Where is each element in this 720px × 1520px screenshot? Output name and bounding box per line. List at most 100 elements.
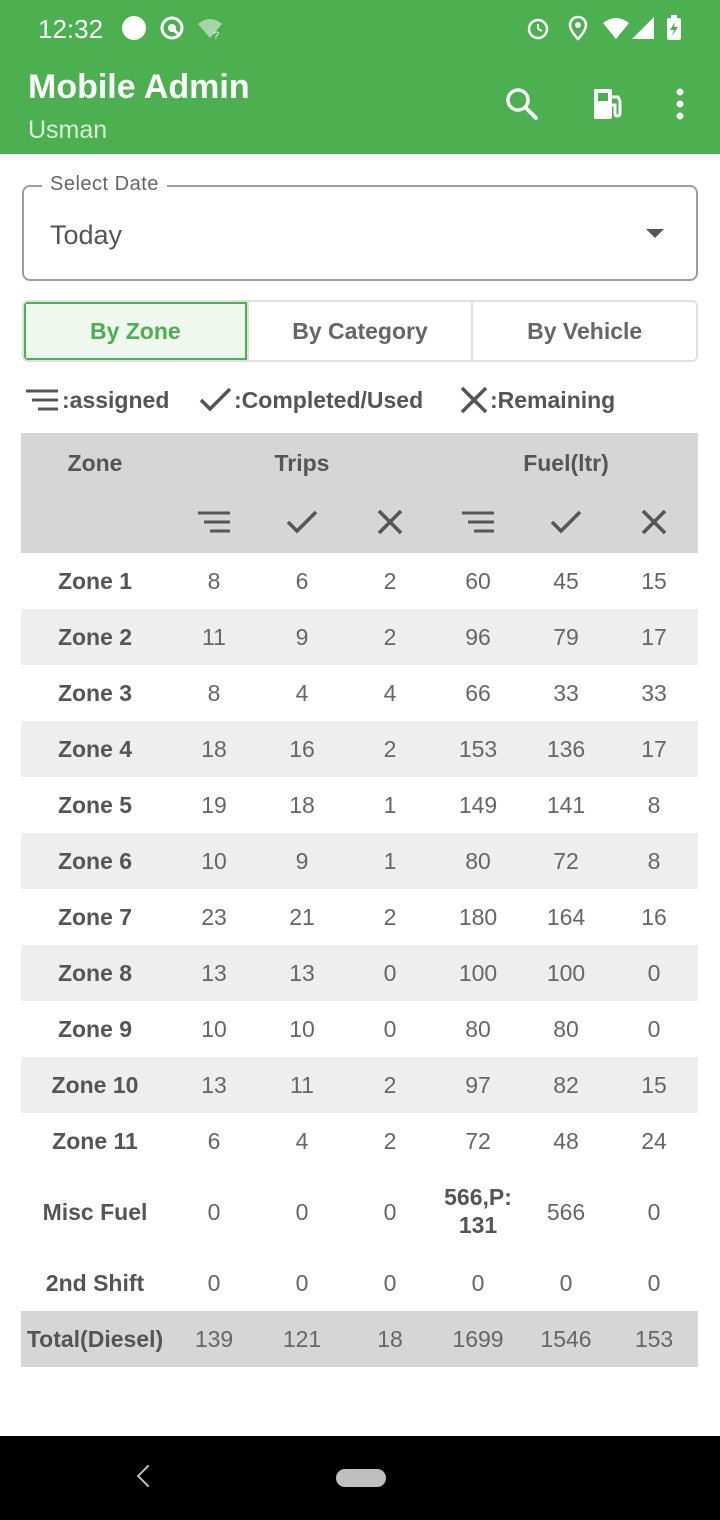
row-zone-label: Zone 3 [57, 679, 133, 706]
cell-trips-completed: 10 [289, 1015, 315, 1042]
close-x-icon [460, 386, 488, 414]
cell-fuel-used: 45 [553, 567, 579, 594]
row-zone-label: Misc Fuel [42, 1198, 148, 1225]
search-icon [506, 88, 538, 120]
search-button[interactable] [500, 82, 544, 126]
cell-fuel-remaining: 17 [641, 735, 667, 762]
row-zone-label: Zone 8 [57, 959, 133, 986]
cell-trips-assigned: 13 [201, 1071, 227, 1098]
cell-fuel-assigned: 60 [465, 567, 491, 594]
cell-trips-remaining: 2 [383, 735, 397, 762]
cell-trips-assigned: 19 [201, 791, 227, 818]
table-row: Zone 2 11 9 2 96 79 17 [21, 609, 698, 665]
cell-fuel-assigned-line1: 566,P: [444, 1184, 512, 1210]
cell-trips-completed: 4 [295, 679, 309, 706]
header-trips: Trips [274, 450, 330, 476]
cell-fuel-remaining: 16 [641, 903, 667, 930]
cell-trips-completed: 18 [289, 791, 315, 818]
cell-trips-remaining: 2 [383, 903, 397, 930]
back-chevron-icon[interactable] [136, 1464, 160, 1488]
cell-trips-completed: 9 [295, 623, 309, 650]
table-row: Zone 10 13 11 2 97 82 15 [21, 1057, 698, 1113]
cell-trips-assigned: 18 [201, 735, 227, 762]
status-time: 12:32 [38, 14, 104, 44]
table-row: Zone 11 6 4 2 72 48 24 [21, 1113, 698, 1169]
fuel-station-button[interactable] [586, 82, 630, 126]
cell-fuel-assigned: 100 [458, 959, 498, 986]
row-zone-label: Zone 9 [57, 1015, 133, 1042]
cell-fuel-assigned: 72 [465, 1127, 491, 1154]
cell-signal-icon [632, 17, 654, 39]
cell-trips-completed: 4 [295, 1127, 309, 1154]
system-nav-bar [0, 1436, 720, 1520]
row-zone-label: Zone 4 [57, 735, 133, 762]
cell-fuel-assigned: 96 [465, 623, 491, 650]
date-select-dropdown[interactable]: Select Date Today [22, 173, 698, 281]
cell-trips-completed: 9 [295, 847, 309, 874]
cell-trips-assigned: 8 [207, 567, 221, 594]
cell-trips-assigned: 11 [202, 623, 226, 650]
header-trips-assigned [194, 507, 234, 537]
cell-fuel-used: 100 [546, 959, 586, 986]
cell-fuel-used: 1546 [540, 1325, 592, 1352]
battery-charging-icon [667, 15, 681, 40]
cell-fuel-assigned: 566,P: 131 [431, 1183, 525, 1239]
cell-trips-completed: 21 [289, 903, 315, 930]
row-zone-label: Zone 7 [57, 903, 133, 930]
row-zone-label: Zone 11 [52, 1127, 138, 1154]
overflow-menu-button[interactable] [658, 82, 702, 126]
date-select-value: Today [50, 220, 123, 250]
table-row: Zone 3 8 4 4 66 33 33 [21, 665, 698, 721]
cell-fuel-remaining: 17 [641, 623, 667, 650]
tab-by-vehicle[interactable]: By Vehicle [471, 302, 696, 360]
table-row: Zone 5 19 18 1 149 141 8 [21, 777, 698, 833]
header-fuel: Fuel(ltr) [523, 450, 609, 476]
home-pill-button[interactable] [336, 1469, 386, 1487]
cell-trips-remaining: 18 [377, 1325, 403, 1352]
cell-trips-remaining: 0 [383, 1198, 397, 1225]
cell-fuel-used: 164 [546, 903, 586, 930]
table-row-2nd-shift: 2nd Shift 0 0 0 0 0 0 [21, 1255, 698, 1311]
header-trips-remaining [370, 507, 410, 537]
cell-fuel-assigned: 97 [465, 1071, 491, 1098]
table-row: Zone 8 13 13 0 100 100 0 [21, 945, 698, 1001]
table-row: Zone 6 10 9 1 80 72 8 [21, 833, 698, 889]
alarm-icon [527, 18, 549, 40]
cell-trips-remaining: 1 [383, 847, 397, 874]
cell-fuel-remaining: 8 [647, 791, 661, 818]
legend-remaining: :Remaining [458, 382, 615, 418]
cell-trips-completed: 6 [295, 567, 309, 594]
cell-fuel-remaining: 8 [647, 847, 661, 874]
tab-by-category[interactable]: By Category [246, 302, 472, 360]
row-zone-label: 2nd Shift [45, 1269, 145, 1296]
cell-fuel-assigned: 153 [458, 735, 498, 762]
cell-fuel-assigned-line2: 131 [458, 1212, 498, 1238]
cell-fuel-remaining: 15 [641, 567, 667, 594]
wifi-question-icon: ? [198, 19, 222, 42]
more-vert-icon [676, 88, 684, 120]
row-zone-label: Zone 1 [57, 567, 133, 594]
dropdown-caret-icon [646, 229, 664, 238]
row-zone-label: Zone 6 [57, 847, 133, 874]
cell-fuel-used: 82 [553, 1071, 579, 1098]
data-saver-icon [160, 16, 184, 40]
tab-by-zone[interactable]: By Zone [24, 302, 247, 360]
sort-lines-icon [462, 511, 494, 533]
sort-lines-icon [26, 389, 58, 411]
cell-fuel-remaining: 24 [641, 1127, 667, 1154]
cell-fuel-used: 136 [546, 735, 586, 762]
app-subtitle: Usman [28, 116, 108, 144]
cell-trips-completed: 121 [282, 1325, 322, 1352]
row-zone-label: Zone 5 [57, 791, 133, 818]
table-row: Zone 9 10 10 0 80 80 0 [21, 1001, 698, 1057]
cell-fuel-assigned: 80 [465, 1015, 491, 1042]
cell-fuel-used: 80 [553, 1015, 579, 1042]
cell-trips-assigned: 0 [207, 1269, 221, 1296]
cell-trips-completed: 0 [295, 1269, 309, 1296]
table-row: Zone 4 18 16 2 153 136 17 [21, 721, 698, 777]
cell-fuel-remaining: 0 [647, 1198, 661, 1225]
header-fuel-remaining [634, 507, 674, 537]
cell-fuel-assigned: 0 [471, 1269, 485, 1296]
table-row-misc-fuel: Misc Fuel 0 0 0 566,P: 131 566 0 [21, 1169, 698, 1255]
